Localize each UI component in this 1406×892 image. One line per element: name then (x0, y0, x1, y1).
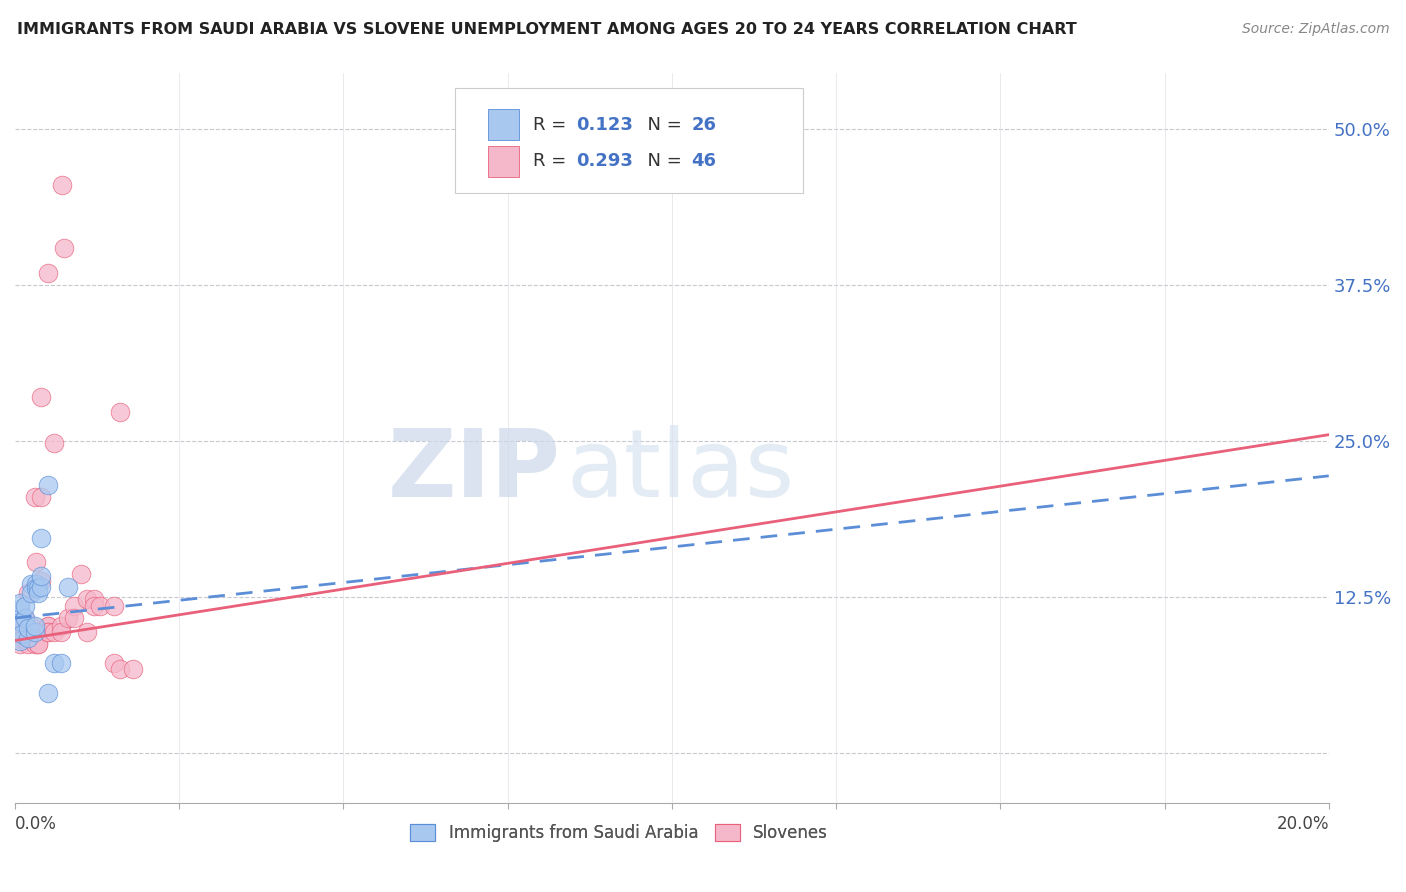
Point (24, 624, 46, 639)
Point (20, 577, 42, 591)
Point (63, 611, 86, 625)
Point (14, 618, 37, 632)
Point (30, 574, 52, 588)
Point (37, 686, 59, 700)
Point (83, 592, 105, 607)
Point (14, 611, 37, 625)
Text: ZIP: ZIP (387, 425, 560, 516)
Point (24, 637, 46, 651)
Point (8, 596, 31, 610)
Point (14, 612, 37, 626)
Point (122, 662, 145, 676)
Point (8, 637, 31, 651)
Point (30, 580, 52, 594)
Point (27, 637, 49, 651)
Text: R =: R = (533, 116, 572, 134)
Point (17, 621, 39, 635)
Point (24, 624, 46, 639)
Point (30, 390, 52, 404)
Point (25, 577, 48, 591)
Point (89, 599, 111, 613)
Point (49, 618, 72, 632)
Point (30, 568, 52, 582)
Point (108, 662, 131, 676)
Point (37, 624, 59, 639)
Point (27, 637, 49, 651)
Point (20, 631, 42, 645)
Point (37, 266, 59, 280)
Text: 0.0%: 0.0% (15, 815, 56, 833)
Point (14, 624, 37, 639)
Point (44, 436, 66, 450)
Point (10, 627, 32, 641)
Point (37, 618, 59, 632)
Point (8, 624, 31, 639)
Point (20, 618, 42, 632)
Point (37, 624, 59, 639)
Point (108, 405, 131, 419)
Point (17, 586, 39, 600)
Text: 0.123: 0.123 (576, 116, 633, 134)
Text: Source: ZipAtlas.com: Source: ZipAtlas.com (1241, 22, 1389, 37)
Point (37, 477, 59, 491)
Point (24, 490, 46, 504)
Point (37, 618, 59, 632)
Text: IMMIGRANTS FROM SAUDI ARABIA VS SLOVENE UNEMPLOYMENT AMONG AGES 20 TO 24 YEARS C: IMMIGRANTS FROM SAUDI ARABIA VS SLOVENE … (17, 22, 1077, 37)
FancyBboxPatch shape (488, 110, 519, 140)
Point (53, 241, 76, 255)
Text: N =: N = (637, 153, 688, 170)
Point (8, 631, 31, 645)
Point (17, 631, 39, 645)
Point (63, 599, 86, 613)
Point (69, 567, 91, 582)
Point (76, 624, 98, 639)
Point (56, 611, 79, 625)
Point (20, 586, 42, 600)
Point (8, 618, 31, 632)
Text: N =: N = (637, 116, 688, 134)
Point (10, 624, 32, 639)
Point (83, 599, 105, 613)
Point (8, 633, 31, 648)
Text: 46: 46 (692, 153, 717, 170)
Point (8, 615, 31, 629)
Point (30, 531, 52, 545)
Point (44, 656, 66, 670)
FancyBboxPatch shape (456, 87, 803, 194)
Point (25, 581, 48, 595)
Text: 26: 26 (692, 116, 717, 134)
Point (76, 592, 98, 607)
Point (56, 580, 79, 594)
Point (27, 586, 49, 600)
Text: atlas: atlas (567, 425, 794, 516)
Point (25, 555, 48, 569)
Point (27, 581, 49, 595)
Legend: Immigrants from Saudi Arabia, Slovenes: Immigrants from Saudi Arabia, Slovenes (404, 818, 835, 849)
Point (17, 637, 39, 651)
Point (8, 602, 31, 616)
Point (49, 624, 72, 639)
Text: R =: R = (533, 153, 572, 170)
Point (51, 178, 73, 193)
Point (14, 599, 37, 613)
Text: 20.0%: 20.0% (1277, 815, 1329, 833)
Point (44, 624, 66, 639)
Point (103, 656, 125, 670)
FancyBboxPatch shape (488, 146, 519, 177)
Point (30, 490, 52, 504)
Point (10, 615, 32, 629)
Point (24, 618, 46, 632)
Point (103, 599, 125, 613)
Text: 0.293: 0.293 (576, 153, 633, 170)
Point (49, 656, 72, 670)
